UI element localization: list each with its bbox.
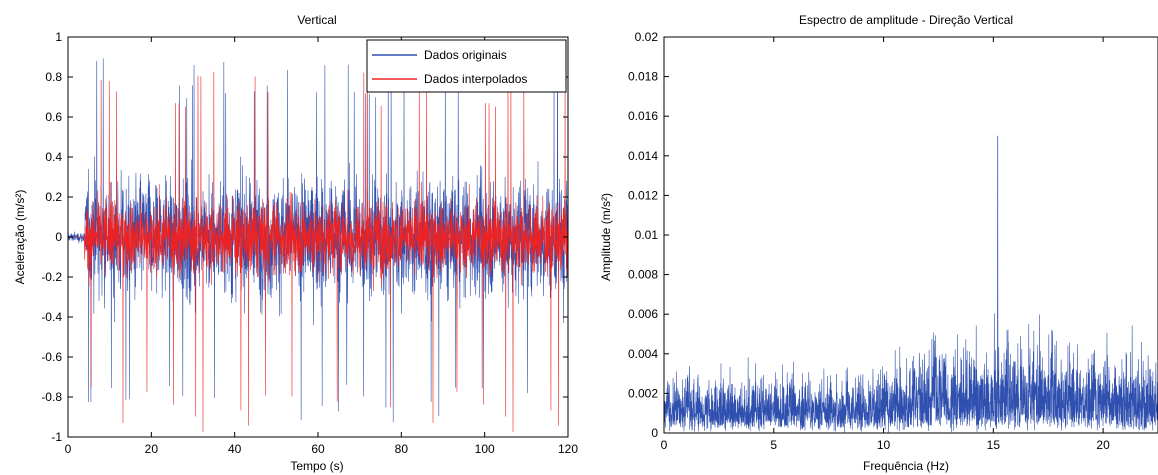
acceleration-chart: Vertical 0 20 40 60 80 100 120 -1-0.8-0.6-0.4-… <box>13 13 578 473</box>
y-tick-label: 0.8 <box>45 70 62 84</box>
x-tick-label: 120 <box>558 442 578 456</box>
y-tick-label: 0.02 <box>635 30 659 44</box>
series-spectrum <box>663 135 1158 433</box>
y-tick-label: 0.016 <box>628 109 658 123</box>
x-tick-label: 15 <box>987 438 1001 452</box>
legend-box <box>366 39 567 93</box>
x-axis-label: Frequência (Hz) <box>863 459 949 473</box>
amplitude-spectrum-chart: Espectro de amplitude - Direção Vertical… <box>599 13 1158 473</box>
plot-area <box>664 37 1158 433</box>
legend-label-dados-originais: Dados originais <box>424 48 507 62</box>
x-tick-label: 80 <box>395 442 409 456</box>
x-tick-label: 40 <box>228 442 242 456</box>
y-tick-label: 0.014 <box>628 149 658 163</box>
y-axis-label: Amplitude (m/s²) <box>599 193 613 281</box>
y-tick-label: -1 <box>51 430 62 444</box>
x-ticks: 0 5 10 15 20 <box>661 37 1110 452</box>
y-tick-label: 0.004 <box>628 347 658 361</box>
x-tick-label: 0 <box>661 438 668 452</box>
y-tick-label: 0.002 <box>628 386 658 400</box>
y-tick-label: 0.012 <box>628 188 658 202</box>
y-tick-label: 0.6 <box>45 110 62 124</box>
y-tick-label: 0.006 <box>628 307 658 321</box>
y-ticks: 0 0.002 0.004 0.006 0.008 0.01 0.012 0.014 0.016… <box>628 30 669 440</box>
y-tick-label: 0.01 <box>635 228 659 242</box>
x-tick-label: 5 <box>770 438 777 452</box>
legend-label-dados-interpolados: Dados interpolados <box>424 72 527 86</box>
series-dados-interpolados <box>68 71 569 432</box>
y-tick-label: -0.4 <box>41 310 62 324</box>
y-tick-label: 0.008 <box>628 268 658 282</box>
x-tick-label: 100 <box>475 442 495 456</box>
series-line <box>68 71 569 432</box>
y-ticks: -1 -0.8 -0.6 -0.4 -0.2 0 0.2 0.4 0.6 0.8 1 <box>41 30 568 444</box>
y-tick-label: 0 <box>651 426 658 440</box>
y-tick-label: -0.2 <box>41 270 62 284</box>
chart-title: Espectro de amplitude - Direção Vertical <box>799 13 1013 27</box>
y-tick-label: 0.2 <box>45 190 62 204</box>
x-tick-label: 10 <box>877 438 891 452</box>
y-tick-label: 0 <box>55 230 62 244</box>
y-tick-label: 0.4 <box>45 150 62 164</box>
chart-title: Vertical <box>297 13 336 27</box>
y-tick-label: -0.8 <box>41 390 62 404</box>
x-tick-label: 20 <box>145 442 159 456</box>
series-line <box>663 135 1158 433</box>
y-tick-label: -0.6 <box>41 350 62 364</box>
x-tick-label: 0 <box>65 442 72 456</box>
y-axis-label: Aceleração (m/s²) <box>13 190 27 285</box>
x-axis-label: Tempo (s) <box>290 459 343 473</box>
legend: Dados originais Dados interpolados <box>366 39 567 93</box>
x-tick-label: 60 <box>311 442 325 456</box>
x-ticks: 0 20 40 60 80 100 120 <box>65 37 578 456</box>
y-tick-label: 1 <box>55 30 62 44</box>
x-tick-label: 20 <box>1096 438 1110 452</box>
y-tick-label: 0.018 <box>628 70 658 84</box>
